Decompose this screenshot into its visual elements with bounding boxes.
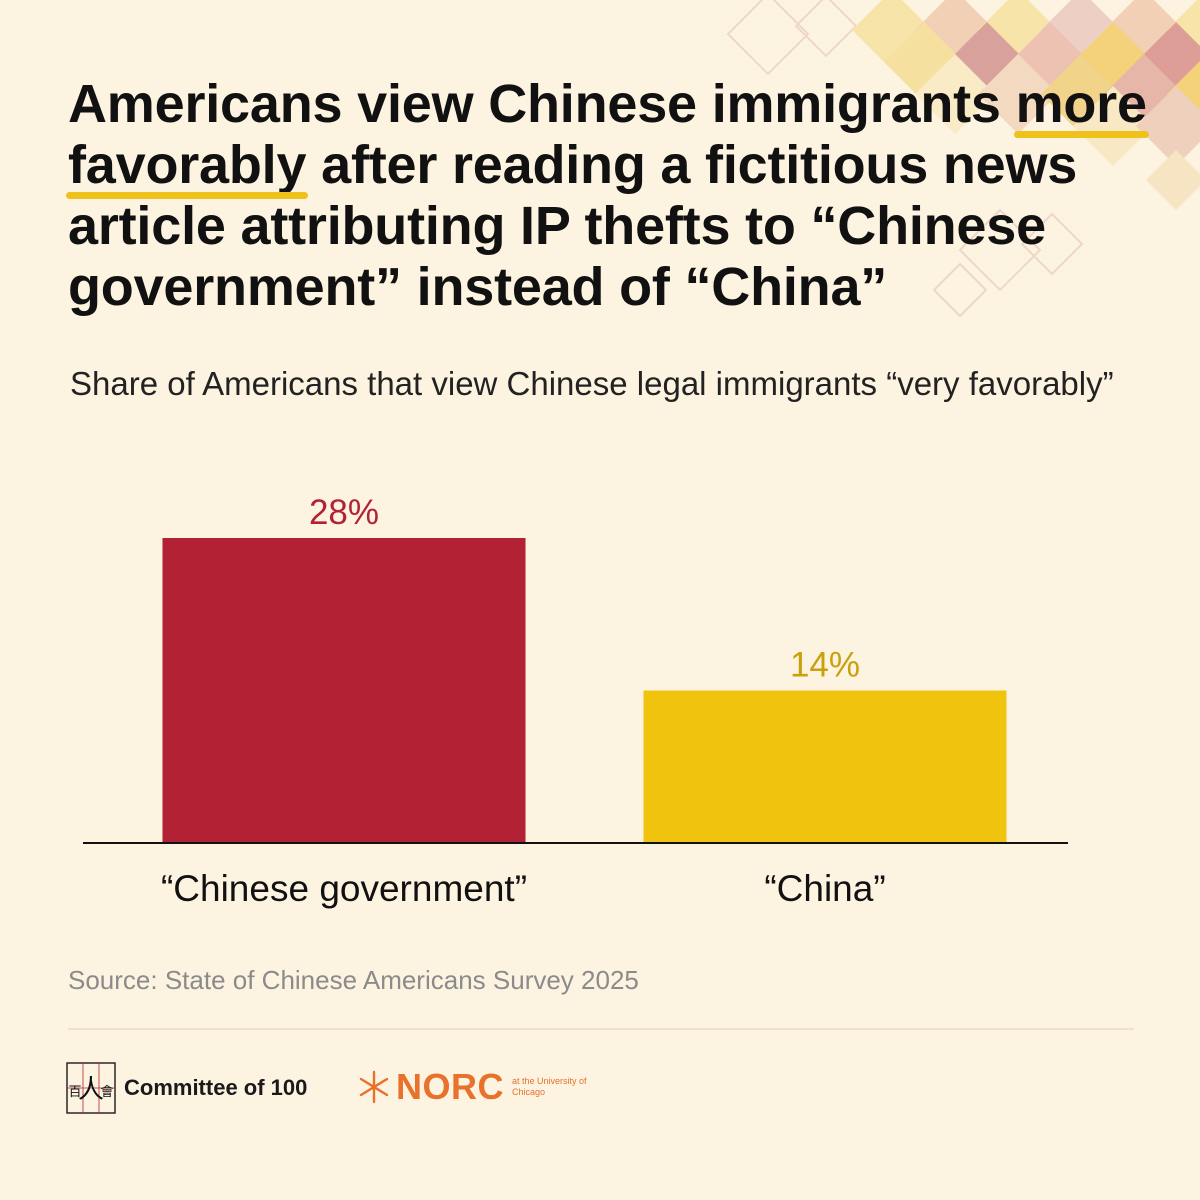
committee-of-100-emblem: 百 人 會 xyxy=(66,1062,116,1114)
chart-subtitle: Share of Americans that view Chinese leg… xyxy=(70,365,1114,402)
headline-line-2: favorably after reading a fictitious new… xyxy=(65,135,1148,199)
headline-line-3: article attributing IP thefts to “Chines… xyxy=(68,196,1046,256)
headline-line-1: Americans view Chinese immigrants more xyxy=(68,74,1150,138)
bar-chart: 28% “Chinese government” 14% “China” xyxy=(83,493,1068,909)
headline-line-4: government” instead of “China” xyxy=(68,257,888,317)
norc-subtitle: at the University of Chicago xyxy=(512,1076,587,1097)
footer-divider xyxy=(68,1028,1134,1030)
committee-of-100-logo: 百 人 會 Committee of 100 xyxy=(66,1062,307,1114)
source-note: Source: State of Chinese Americans Surve… xyxy=(68,965,639,995)
emblem-char-3: 會 xyxy=(100,1085,113,1100)
norc-logo: NORC at the University of Chicago xyxy=(356,1066,592,1108)
emblem-char-1: 百 xyxy=(68,1085,81,1100)
category-label-2: “China” xyxy=(764,868,885,909)
headline-text: after reading a fictitious news xyxy=(306,135,1078,195)
committee-of-100-name: Committee of 100 xyxy=(124,1075,308,1100)
category-label-1: “Chinese government” xyxy=(161,868,527,909)
norc-star-icon xyxy=(359,1070,389,1104)
data-label-1: 28% xyxy=(309,493,379,532)
norc-wordmark: NORC xyxy=(396,1066,504,1107)
data-label-2: 14% xyxy=(790,646,860,685)
headline-highlight-favorably: favorably xyxy=(65,135,309,199)
bar-2 xyxy=(643,690,1007,843)
headline: Americans view Chinese immigrants more f… xyxy=(65,74,1150,318)
emblem-char-2: 人 xyxy=(78,1075,104,1105)
headline-text: Americans view Chinese immigrants xyxy=(68,74,1016,134)
bar-1 xyxy=(162,538,526,843)
headline-highlight-more: more xyxy=(1013,74,1150,138)
